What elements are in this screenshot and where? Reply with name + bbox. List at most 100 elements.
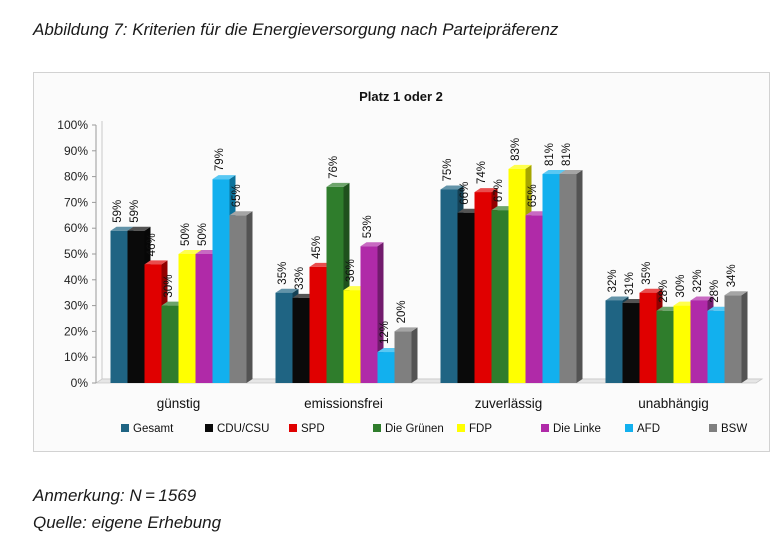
- bar-chart: Platz 1 oder 2 0% 10% 20% 30% 40% 50% 60% 70% 80%…: [57, 89, 764, 435]
- data-label: 59%: [112, 200, 124, 223]
- source-note: Quelle: eigene Erhebung: [33, 513, 222, 532]
- bar-face: [394, 331, 412, 383]
- bar-face: [178, 254, 196, 383]
- chart-area: Platz 1 oder 2 0% 10% 20% 30% 40% 50% 60% 70% 80%…: [33, 72, 770, 452]
- y-tick-label: 10%: [64, 350, 88, 364]
- data-label: 81%: [544, 143, 556, 166]
- legend-label: Die Linke: [553, 423, 601, 435]
- bar: [394, 327, 418, 383]
- bar-face: [656, 310, 674, 383]
- bar-side: [741, 291, 748, 383]
- bar-face: [542, 174, 560, 383]
- bar-top: [559, 170, 583, 175]
- bar-top: [144, 260, 168, 265]
- data-label: 50%: [197, 223, 209, 246]
- legend-label: Gesamt: [133, 423, 174, 435]
- data-label: 20%: [396, 300, 408, 323]
- data-label: 28%: [658, 280, 670, 303]
- bar-top: [639, 288, 663, 293]
- data-label: 12%: [379, 321, 391, 344]
- legend-label: Die Grünen: [385, 423, 444, 435]
- bar-top: [326, 182, 350, 187]
- y-tick-label: 40%: [64, 273, 88, 287]
- legend-label: SPD: [301, 423, 325, 435]
- y-tick-label: 60%: [64, 221, 88, 235]
- data-label: 79%: [214, 148, 226, 171]
- legend-swatch: [709, 424, 717, 432]
- bar-top: [212, 175, 236, 180]
- data-label: 53%: [362, 215, 374, 238]
- data-label: 75%: [442, 158, 454, 181]
- y-tick-label: 70%: [64, 195, 88, 209]
- bar-top: [275, 288, 299, 293]
- data-label: 81%: [561, 143, 573, 166]
- data-label: 36%: [345, 259, 357, 282]
- bar: [360, 242, 384, 383]
- data-label: 76%: [328, 156, 340, 179]
- data-label: 32%: [607, 269, 619, 292]
- x-tick-label: unabhängig: [638, 396, 709, 411]
- legend-swatch: [373, 424, 381, 432]
- legend-swatch: [289, 424, 297, 432]
- data-label: 59%: [129, 200, 141, 223]
- data-label: 83%: [510, 138, 522, 161]
- bar-face: [326, 186, 344, 383]
- data-label: 66%: [459, 182, 471, 205]
- data-label: 74%: [476, 161, 488, 184]
- legend-swatch: [625, 424, 633, 432]
- bar-face: [309, 266, 327, 383]
- bar-face: [440, 189, 458, 383]
- y-tick-label: 30%: [64, 299, 88, 313]
- bar-top: [229, 211, 253, 216]
- bar-face: [292, 297, 310, 383]
- bar-face: [161, 305, 179, 383]
- data-label: 65%: [231, 184, 243, 207]
- bar-face: [110, 230, 128, 383]
- legend-swatch: [457, 424, 465, 432]
- bar-top: [394, 327, 418, 332]
- bar-side: [377, 242, 384, 383]
- bar: [229, 211, 253, 383]
- bar-face: [525, 215, 543, 383]
- bar-face: [559, 174, 577, 383]
- bar-face: [622, 303, 640, 383]
- bar-side: [411, 327, 418, 383]
- legend-label: AFD: [637, 423, 660, 435]
- bar-top: [440, 185, 464, 190]
- y-tick-label: 0%: [71, 376, 89, 390]
- sample-size-note: Anmerkung: N = 1569: [33, 486, 197, 505]
- legend-swatch: [121, 424, 129, 432]
- data-label: 33%: [294, 267, 306, 290]
- data-label: 31%: [624, 272, 636, 295]
- bar-face: [508, 168, 526, 383]
- data-label: 65%: [527, 184, 539, 207]
- x-tick-label: günstig: [157, 396, 201, 411]
- legend-label: BSW: [721, 423, 747, 435]
- bar-top: [508, 164, 532, 169]
- data-label: 30%: [675, 275, 687, 298]
- bar-face: [639, 292, 657, 383]
- bar-face: [474, 192, 492, 383]
- data-label: 35%: [277, 262, 289, 285]
- bar-face: [377, 352, 395, 383]
- legend-swatch: [205, 424, 213, 432]
- y-tick-label: 80%: [64, 170, 88, 184]
- y-tick-label: 100%: [57, 118, 88, 132]
- bar-side: [576, 170, 583, 383]
- data-label: 34%: [726, 264, 738, 287]
- legend-label: CDU/CSU: [217, 423, 269, 435]
- bar-top: [690, 296, 714, 301]
- bar-face: [724, 295, 742, 383]
- bar-face: [212, 179, 230, 383]
- bar-face: [195, 254, 213, 383]
- data-label: 50%: [180, 223, 192, 246]
- x-tick-label: emissionsfrei: [304, 396, 383, 411]
- bar-face: [127, 230, 145, 383]
- bar-top: [360, 242, 384, 247]
- bar-face: [229, 215, 247, 383]
- bar-top: [127, 226, 151, 231]
- data-label: 30%: [163, 275, 175, 298]
- bar-face: [690, 300, 708, 383]
- y-tick-label: 90%: [64, 144, 88, 158]
- bar-face: [457, 212, 475, 383]
